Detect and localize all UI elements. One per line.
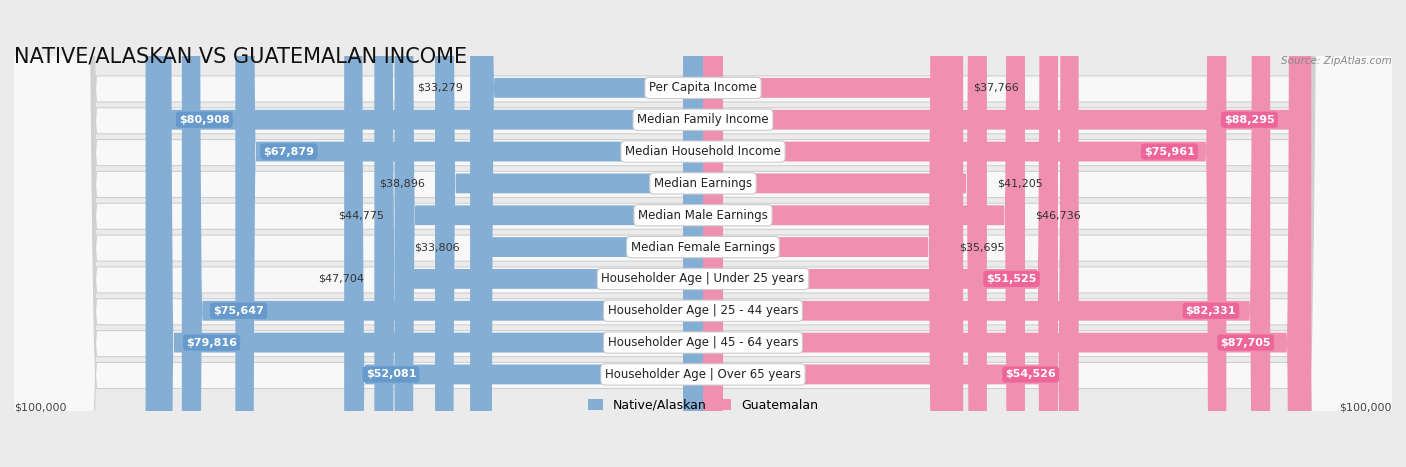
Text: $100,000: $100,000	[1340, 402, 1392, 412]
Text: Source: ZipAtlas.com: Source: ZipAtlas.com	[1281, 57, 1392, 66]
FancyBboxPatch shape	[703, 0, 949, 467]
Text: Householder Age | Under 25 years: Householder Age | Under 25 years	[602, 272, 804, 285]
Text: $75,961: $75,961	[1144, 147, 1195, 156]
Text: $44,775: $44,775	[339, 210, 384, 220]
FancyBboxPatch shape	[703, 0, 1025, 467]
Text: $80,908: $80,908	[179, 115, 229, 125]
FancyBboxPatch shape	[153, 0, 703, 467]
FancyBboxPatch shape	[703, 0, 1308, 467]
Text: NATIVE/ALASKAN VS GUATEMALAN INCOME: NATIVE/ALASKAN VS GUATEMALAN INCOME	[14, 47, 467, 66]
FancyBboxPatch shape	[434, 0, 703, 467]
Text: Median Household Income: Median Household Income	[626, 145, 780, 158]
Text: Householder Age | 45 - 64 years: Householder Age | 45 - 64 years	[607, 336, 799, 349]
Text: $52,081: $52,081	[366, 369, 416, 379]
FancyBboxPatch shape	[703, 0, 987, 467]
Text: $54,526: $54,526	[1005, 369, 1056, 379]
FancyBboxPatch shape	[703, 0, 1078, 467]
Text: $100,000: $100,000	[14, 402, 66, 412]
Text: $41,205: $41,205	[997, 178, 1043, 188]
Legend: Native/Alaskan, Guatemalan: Native/Alaskan, Guatemalan	[588, 399, 818, 412]
Text: Median Male Earnings: Median Male Earnings	[638, 209, 768, 222]
Text: $79,816: $79,816	[186, 338, 238, 347]
Text: $33,279: $33,279	[418, 83, 464, 93]
Text: Median Earnings: Median Earnings	[654, 177, 752, 190]
FancyBboxPatch shape	[395, 0, 703, 467]
Text: $33,806: $33,806	[415, 242, 460, 252]
Text: Median Female Earnings: Median Female Earnings	[631, 241, 775, 254]
FancyBboxPatch shape	[474, 0, 703, 467]
FancyBboxPatch shape	[703, 0, 963, 467]
FancyBboxPatch shape	[470, 0, 703, 467]
Text: Median Family Income: Median Family Income	[637, 113, 769, 126]
Text: $75,647: $75,647	[214, 306, 264, 316]
Text: $87,705: $87,705	[1220, 338, 1271, 347]
FancyBboxPatch shape	[235, 0, 703, 467]
Text: $51,525: $51,525	[986, 274, 1036, 284]
Text: $88,295: $88,295	[1225, 115, 1275, 125]
FancyBboxPatch shape	[374, 0, 703, 467]
Text: Householder Age | 25 - 44 years: Householder Age | 25 - 44 years	[607, 304, 799, 317]
Text: $47,704: $47,704	[318, 274, 364, 284]
Text: Householder Age | Over 65 years: Householder Age | Over 65 years	[605, 368, 801, 381]
Text: $67,879: $67,879	[263, 147, 315, 156]
Text: $38,896: $38,896	[378, 178, 425, 188]
Text: $82,331: $82,331	[1185, 306, 1236, 316]
FancyBboxPatch shape	[344, 0, 703, 467]
Text: $35,695: $35,695	[959, 242, 1005, 252]
Text: $37,766: $37,766	[973, 83, 1019, 93]
FancyBboxPatch shape	[703, 0, 1226, 467]
FancyBboxPatch shape	[703, 0, 1270, 467]
Text: $46,736: $46,736	[1035, 210, 1081, 220]
FancyBboxPatch shape	[703, 0, 1312, 467]
FancyBboxPatch shape	[181, 0, 703, 467]
FancyBboxPatch shape	[146, 0, 703, 467]
Text: Per Capita Income: Per Capita Income	[650, 81, 756, 94]
FancyBboxPatch shape	[703, 0, 1057, 467]
